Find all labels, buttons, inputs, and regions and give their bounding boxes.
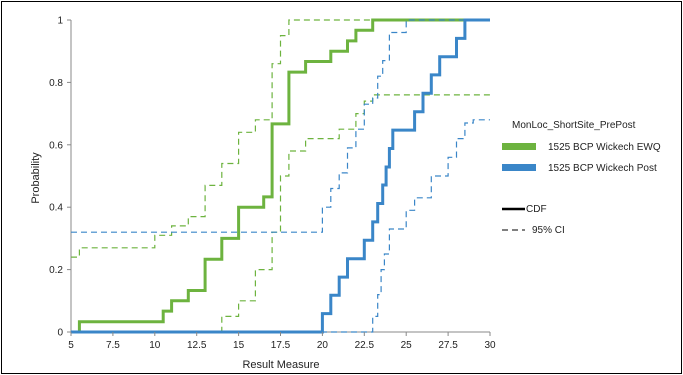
x-tick-label: 17.5 — [271, 340, 291, 351]
y-axis-title: Probability — [30, 152, 42, 204]
cdf-line-ewq — [71, 18, 490, 334]
x-tick-label: 25 — [401, 340, 413, 351]
x-axis-title: Result Measure — [242, 359, 319, 371]
ci-lower-line-post — [71, 119, 490, 333]
legend-title: MonLoc_ShortSite_PrePost — [512, 120, 636, 131]
y-tick-label: 1 — [57, 16, 63, 27]
legend-swatch-post — [502, 164, 536, 171]
y-tick-label: 0.8 — [49, 78, 63, 89]
legend-label-ci: 95% CI — [532, 225, 565, 236]
x-tick-label: 7.5 — [106, 340, 120, 351]
y-tick-label: 0.6 — [49, 140, 63, 151]
x-tick-label: 30 — [484, 340, 496, 351]
ci-lower-line-ewq — [71, 94, 490, 333]
ci-upper-line-ewq — [71, 19, 490, 258]
y-tick-label: 0.4 — [49, 203, 63, 214]
y-tick-label: 0.2 — [49, 265, 63, 276]
x-tick-label: 20 — [317, 340, 329, 351]
x-tick-label: 15 — [233, 340, 245, 351]
legend: MonLoc_ShortSite_PrePost 1525 BCP Wickec… — [502, 120, 661, 236]
ci-upper-line-post — [71, 19, 490, 233]
x-tick-label: 10 — [149, 340, 161, 351]
x-tick-label: 22.5 — [355, 340, 375, 351]
x-tick-label: 27.5 — [438, 340, 458, 351]
y-tick-label: 0 — [57, 328, 63, 339]
x-tick-label: 12.5 — [187, 340, 207, 351]
legend-label-ewq: 1525 BCP Wickech EWQ — [548, 142, 661, 153]
x-tick-label: 5 — [68, 340, 74, 351]
cdf-line-post — [71, 18, 490, 334]
legend-label-post: 1525 BCP Wickech Post — [548, 163, 657, 174]
legend-label-cdf: CDF — [526, 204, 547, 215]
legend-swatch-ewq — [502, 143, 536, 150]
